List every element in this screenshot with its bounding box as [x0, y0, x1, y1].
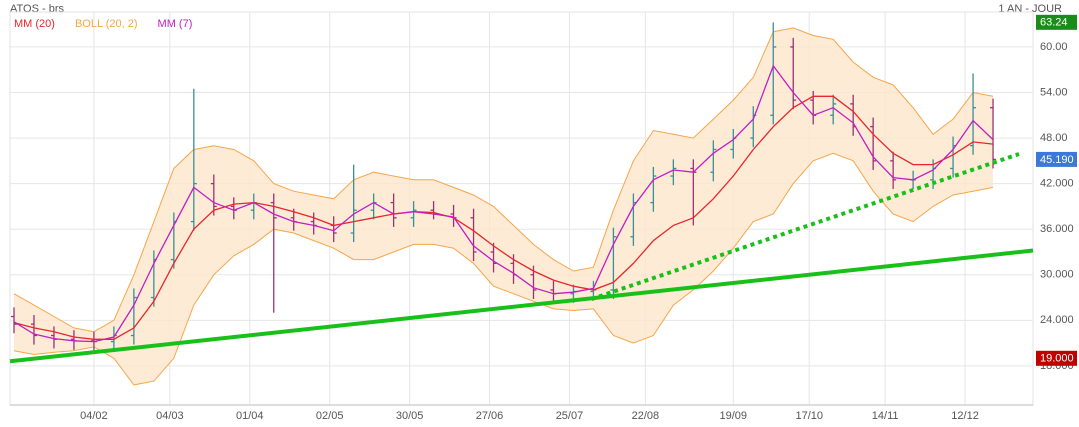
ohlc-bar [790, 37, 797, 110]
ohlc-bar [870, 117, 877, 170]
ohlc-bar [30, 315, 37, 345]
x-tick-label: 01/04 [236, 410, 264, 422]
ohlc-bar [130, 288, 137, 345]
y-tick-label: 48.00 [1040, 132, 1068, 144]
x-tick-label: 04/03 [156, 410, 184, 422]
trend-line [590, 152, 1020, 301]
ohlc-bar [190, 88, 197, 231]
y-tick-label: 60.00 [1040, 41, 1068, 53]
price-tag-label: 63.24 [1040, 17, 1068, 29]
moving-average [13, 64, 994, 343]
ohlc-bar [350, 164, 357, 243]
ohlc-bar [710, 140, 717, 182]
ohlc-bar [970, 73, 977, 155]
trend-line [9, 248, 1034, 364]
ohlc-bar [10, 307, 17, 334]
price-tag [1036, 14, 1077, 30]
ohlc-bar [210, 174, 217, 216]
ohlc-bar [470, 208, 477, 262]
x-tick-label: 22/08 [632, 410, 660, 422]
y-tick-label: 24.000 [1040, 314, 1074, 326]
ohlc-bar [770, 22, 777, 125]
moving-average [13, 95, 994, 340]
legend-entry: MM (7) [158, 18, 193, 30]
price-tag [1036, 151, 1077, 167]
y-tick-label: 54.00 [1040, 86, 1068, 98]
x-tick-label: 19/09 [720, 410, 748, 422]
ohlc-bar [650, 166, 657, 212]
x-tick-label: 04/02 [80, 410, 108, 422]
ohlc-bar [890, 151, 897, 189]
price-tag-label: 19.000 [1040, 353, 1074, 365]
x-tick-label: 30/05 [396, 410, 424, 422]
y-tick-label: 36.000 [1040, 223, 1074, 235]
bollinger-lower [13, 152, 994, 386]
y-tick-label: 30.000 [1040, 269, 1074, 281]
y-tick-label: 42.000 [1040, 178, 1074, 190]
x-tick-label: 27/06 [476, 410, 504, 422]
ohlc-bar [390, 193, 397, 227]
legend-entry: BOLL (20, 2) [75, 18, 138, 30]
price-tag [1036, 350, 1077, 366]
ohlc-bar [410, 201, 417, 227]
ohlc-bar [670, 159, 677, 186]
x-tick-label: 25/07 [556, 410, 584, 422]
x-tick-label: 14/11 [872, 410, 899, 422]
x-tick-label: 12/12 [951, 410, 979, 422]
ohlc-bar [610, 227, 617, 300]
legend-entry: MM (20) [14, 18, 55, 30]
ohlc-bar [990, 98, 997, 169]
x-tick-label: 02/05 [316, 410, 344, 422]
bollinger-upper [13, 27, 994, 333]
ohlc-bar [830, 94, 837, 125]
x-tick-label: 17/10 [795, 410, 823, 422]
bollinger-fill [14, 27, 993, 385]
price-tag-label: 45.190 [1040, 154, 1074, 166]
